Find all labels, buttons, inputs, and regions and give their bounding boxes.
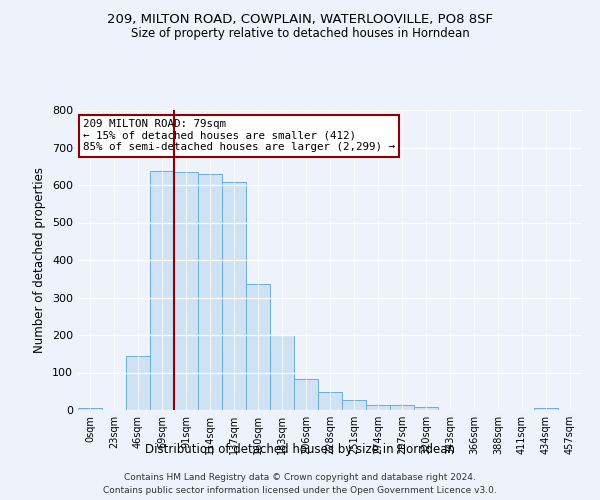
Y-axis label: Number of detached properties: Number of detached properties [34,167,46,353]
Bar [390,405,414,410]
Bar [222,182,246,410]
Bar [294,379,318,410]
Text: Distribution of detached houses by size in Horndean: Distribution of detached houses by size … [145,442,455,456]
Bar [270,335,294,410]
Bar [534,408,558,410]
Bar [198,174,222,410]
Bar [342,400,366,410]
Bar [150,171,174,410]
Text: Contains HM Land Registry data © Crown copyright and database right 2024.: Contains HM Land Registry data © Crown c… [124,472,476,482]
Bar [126,356,150,410]
Bar [246,284,270,410]
Bar [174,172,198,410]
Text: 209, MILTON ROAD, COWPLAIN, WATERLOOVILLE, PO8 8SF: 209, MILTON ROAD, COWPLAIN, WATERLOOVILL… [107,12,493,26]
Bar [366,405,390,410]
Bar [78,408,102,410]
Text: Contains public sector information licensed under the Open Government Licence v3: Contains public sector information licen… [103,486,497,495]
Text: 209 MILTON ROAD: 79sqm
← 15% of detached houses are smaller (412)
85% of semi-de: 209 MILTON ROAD: 79sqm ← 15% of detached… [83,119,395,152]
Bar [414,407,438,410]
Bar [318,392,342,410]
Text: Size of property relative to detached houses in Horndean: Size of property relative to detached ho… [131,28,469,40]
